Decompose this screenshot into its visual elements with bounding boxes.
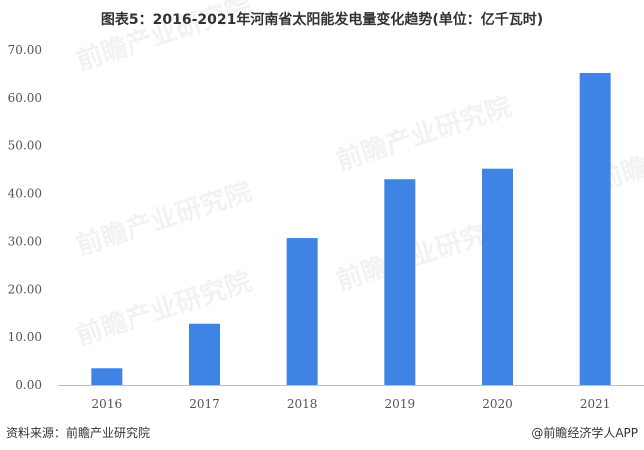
source-note: 资料来源：前瞻产业研究院: [6, 426, 151, 440]
y-tick-label-5: 50.00: [8, 139, 42, 153]
y-tick-label-7: 70.00: [8, 43, 42, 57]
bars: [91, 72, 611, 385]
watermark-text-3: 前瞻产业研究院: [73, 176, 256, 262]
bar-2017: [189, 323, 220, 385]
bar-2016: [91, 368, 123, 385]
watermark-text-0: 前瞻产业研究院: [73, 0, 256, 77]
y-tick-label-6: 60.00: [8, 91, 42, 105]
y-tick-label-4: 40.00: [8, 187, 42, 201]
x-axis: 2016 2017 2018 2019 2020 2021: [92, 397, 611, 411]
x-tick-label-2020: 2020: [482, 397, 513, 411]
x-tick-label-2021: 2021: [580, 397, 611, 411]
x-tick-label-2016: 2016: [92, 397, 123, 411]
y-tick-label-1: 10.00: [8, 330, 42, 344]
brand-credit: @前瞻经济学人APP: [531, 426, 638, 440]
y-axis: 0.00 10.00 20.00 30.00 40.00 50.00 60.00 70.00: [8, 43, 42, 392]
watermark-text-5: 前瞻产业研究院: [73, 266, 256, 352]
bar-2019: [384, 179, 416, 385]
bar-2018: [286, 238, 318, 385]
x-tick-label-2018: 2018: [287, 397, 318, 411]
bar-2021: [579, 72, 611, 385]
y-tick-label-2: 20.00: [8, 282, 42, 296]
chart-title: 图表5：2016-2021年河南省太阳能发电量变化趋势(单位：亿千瓦时): [100, 12, 544, 28]
bar-2020: [482, 168, 513, 385]
y-tick-label-3: 30.00: [8, 234, 42, 248]
x-tick-label-2017: 2017: [189, 397, 220, 411]
y-tick-label-0: 0.00: [15, 378, 42, 392]
watermark-text-1: 前瞻产业研究院: [333, 91, 516, 177]
x-tick-label-2019: 2019: [385, 397, 416, 411]
